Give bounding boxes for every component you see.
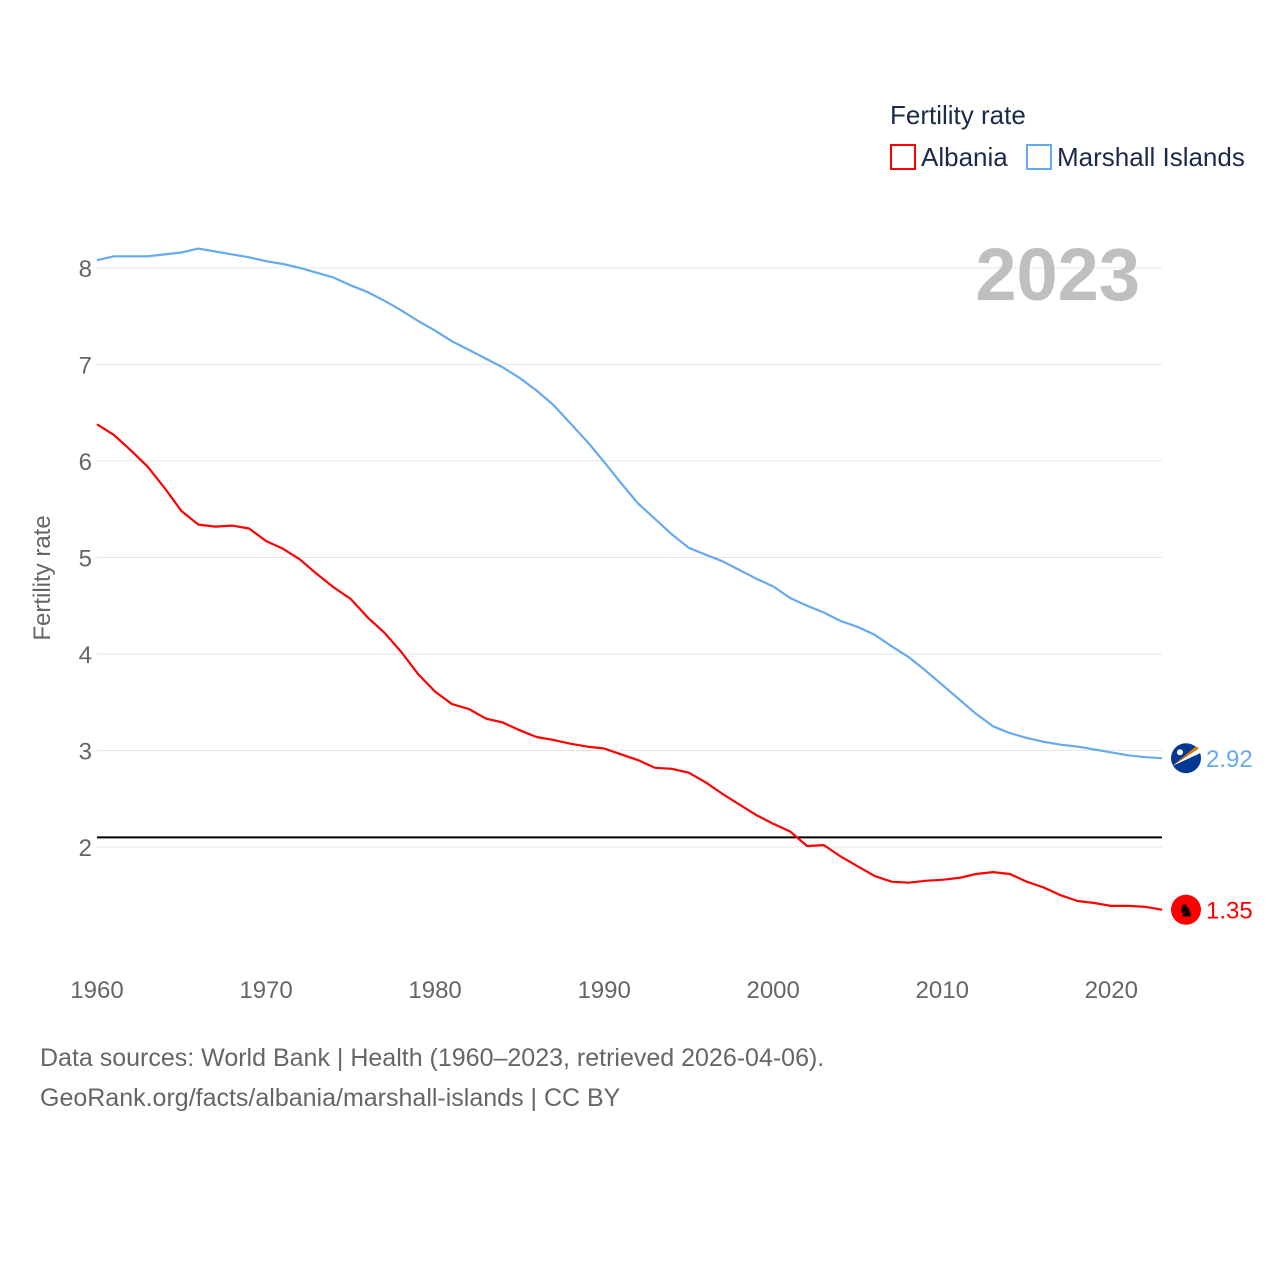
x-tick-label: 1970 (239, 977, 292, 1004)
eagle-icon: ♞ (1178, 901, 1194, 921)
y-tick-label: 3 (79, 738, 92, 765)
legend-title: Fertility rate (890, 100, 1026, 130)
legend-label-marshall-islands[interactable]: Marshall Islands (1057, 142, 1245, 172)
end-value-label-marshall-islands: 2.92 (1206, 746, 1253, 773)
flag-icon-albania: ♞ (1171, 894, 1201, 925)
y-tick-label: 8 (79, 256, 92, 283)
end-value-label-albania: 1.35 (1206, 898, 1253, 925)
x-tick-label: 1990 (577, 977, 630, 1004)
footer-credit: GeoRank.org/facts/albania/marshall-islan… (40, 1084, 621, 1112)
y-axis-label: Fertility rate (29, 515, 56, 640)
series-line-albania (96, 423, 1163, 911)
x-tick-label: 2010 (916, 977, 969, 1004)
x-tick-label: 2020 (1085, 977, 1138, 1004)
x-tick-label: 1980 (408, 977, 461, 1004)
y-tick-label: 7 (79, 352, 92, 379)
legend: Fertility rate Albania Marshall Islands (890, 100, 1245, 172)
y-tick-label: 2 (79, 835, 92, 862)
flag-star (1177, 749, 1183, 756)
legend-swatch-albania[interactable] (890, 144, 916, 170)
flag-stripe-white (1172, 748, 1200, 767)
y-tick-label: 5 (79, 545, 92, 572)
flag-stripe-orange (1172, 746, 1199, 767)
x-tick-label: 2000 (746, 977, 799, 1004)
legend-swatch-marshall-islands[interactable] (1026, 144, 1052, 170)
year-label: 2023 (975, 233, 1140, 316)
series-line-marshall-islands (96, 247, 1163, 760)
y-tick-label: 4 (79, 642, 92, 669)
footer-sources: Data sources: World Bank | Health (1960–… (40, 1044, 825, 1072)
legend-label-albania[interactable]: Albania (921, 142, 1008, 172)
x-tick-label: 1960 (70, 977, 123, 1004)
flag-circle (1171, 894, 1201, 925)
flag-icon-marshall-islands (1171, 743, 1201, 774)
y-tick-label: 6 (79, 449, 92, 476)
